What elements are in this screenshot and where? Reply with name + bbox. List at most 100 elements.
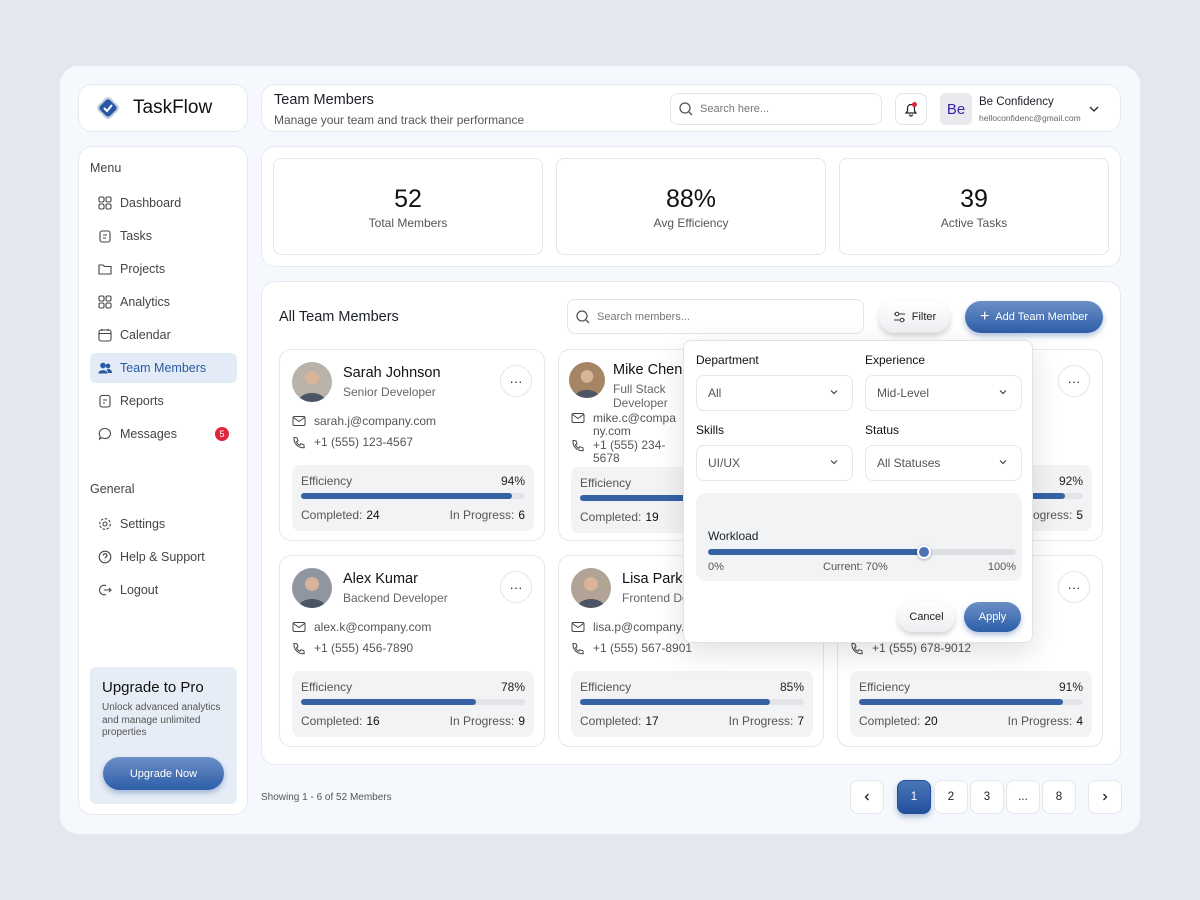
efficiency-fill bbox=[301, 699, 476, 705]
page-button-3[interactable]: 3 bbox=[970, 780, 1004, 814]
avatar bbox=[571, 568, 611, 608]
global-search-input[interactable]: Search here... bbox=[670, 93, 882, 125]
next-page-button[interactable] bbox=[1088, 780, 1122, 814]
skills-select[interactable]: UI/UX bbox=[696, 445, 853, 481]
mail-icon bbox=[292, 622, 306, 632]
in-progress-value: 5 bbox=[1076, 508, 1083, 522]
user-name: Be Confidency bbox=[979, 96, 1054, 108]
stat-value: 88% bbox=[665, 185, 717, 213]
in-progress-stat: In Progress: 4 bbox=[1008, 714, 1083, 728]
chevron-down-icon[interactable] bbox=[1088, 104, 1100, 114]
completed-value: 24 bbox=[366, 508, 380, 522]
search-icon bbox=[576, 309, 590, 323]
skills-value: UI/UX bbox=[708, 456, 741, 470]
member-search-input[interactable]: Search members... bbox=[567, 299, 864, 334]
sidebar-item-calendar[interactable]: Calendar bbox=[90, 320, 237, 350]
sidebar-item-analytics[interactable]: Analytics bbox=[90, 287, 237, 317]
sidebar-item-messages[interactable]: Messages 5 bbox=[90, 419, 237, 449]
completed-stat: Completed: 16 bbox=[301, 714, 380, 728]
stat-label: Avg Efficiency bbox=[653, 216, 729, 230]
users-icon bbox=[98, 362, 112, 374]
chat-icon bbox=[98, 427, 111, 441]
sidebar-item-settings[interactable]: Settings bbox=[90, 509, 237, 539]
phone-text: +1 (555) 567-8901 bbox=[593, 641, 693, 655]
workload-current: Current: 70% bbox=[823, 561, 888, 573]
workload-fill bbox=[708, 549, 924, 555]
workload-slider-thumb[interactable] bbox=[916, 545, 931, 559]
prev-page-button[interactable] bbox=[850, 780, 884, 814]
user-avatar[interactable]: Be bbox=[940, 93, 972, 125]
department-select[interactable]: All bbox=[696, 375, 853, 411]
more-options-button[interactable]: ··· bbox=[1058, 571, 1090, 603]
chevron-left-icon bbox=[864, 793, 869, 801]
page-button-2[interactable]: 2 bbox=[934, 780, 968, 814]
member-name: Sarah Johnson bbox=[343, 365, 441, 381]
member-card: Alex Kumar Backend Developer ··· alex.k@… bbox=[279, 555, 545, 747]
add-label: Add Team Member bbox=[995, 311, 1089, 323]
phone-text: +1 (555) 678-9012 bbox=[872, 641, 972, 655]
sidebar-item-label: Help & Support bbox=[120, 550, 205, 564]
experience-select[interactable]: Mid-Level bbox=[865, 375, 1022, 411]
efficiency-bar bbox=[301, 699, 525, 705]
sidebar-item-tasks[interactable]: Tasks bbox=[90, 221, 237, 251]
completed-value: 19 bbox=[645, 510, 659, 524]
member-name: Alex Kumar bbox=[343, 571, 418, 587]
menu-label: Menu bbox=[90, 161, 122, 175]
experience-value: Mid-Level bbox=[877, 386, 930, 400]
grid-icon bbox=[98, 196, 112, 210]
efficiency-label: Efficiency bbox=[580, 680, 632, 694]
workload-label: Workload bbox=[708, 529, 759, 543]
efficiency-value: 85% bbox=[779, 680, 804, 694]
sidebar-item-team-members[interactable]: Team Members bbox=[90, 353, 237, 383]
stat-value: 52 bbox=[394, 185, 422, 213]
efficiency-label: Efficiency bbox=[301, 474, 353, 488]
more-options-button[interactable]: ··· bbox=[500, 365, 532, 397]
sidebar-item-label: Team Members bbox=[120, 361, 207, 375]
calendar-icon bbox=[98, 329, 112, 342]
page-button-8[interactable]: 8 bbox=[1042, 780, 1076, 814]
chevron-down-icon bbox=[830, 460, 838, 465]
in-progress-stat: In Progress: 9 bbox=[450, 714, 525, 728]
member-phone: +1 (555) 123-4567 bbox=[292, 435, 413, 449]
avatar bbox=[569, 362, 605, 398]
filter-button[interactable]: Filter bbox=[879, 301, 950, 333]
general-label: General bbox=[90, 482, 135, 496]
completed-value: 17 bbox=[645, 714, 659, 728]
efficiency-fill bbox=[580, 495, 778, 501]
notifications-button[interactable] bbox=[895, 93, 927, 125]
experience-label: Experience bbox=[865, 353, 926, 367]
logo[interactable]: TaskFlow bbox=[78, 84, 248, 132]
member-name: Lisa Park bbox=[622, 571, 683, 587]
in-progress-label: In Progress: bbox=[1007, 714, 1073, 728]
cancel-button[interactable]: Cancel bbox=[898, 602, 955, 632]
completed-label: Completed: bbox=[580, 714, 642, 728]
in-progress-value: 9 bbox=[518, 714, 525, 728]
sidebar-item-label: Analytics bbox=[120, 295, 171, 309]
member-phone: +1 (555) 567-8901 bbox=[571, 641, 692, 655]
status-select[interactable]: All Statuses bbox=[865, 445, 1022, 481]
sliders-icon bbox=[893, 311, 905, 323]
sidebar-item-help-support[interactable]: Help & Support bbox=[90, 542, 237, 572]
stat-active-tasks: 39 Active Tasks bbox=[839, 158, 1109, 255]
sidebar-item-projects[interactable]: Projects bbox=[90, 254, 237, 284]
sidebar-item-logout[interactable]: Logout bbox=[90, 575, 237, 605]
more-options-button[interactable]: ··· bbox=[500, 571, 532, 603]
efficiency-value: 94% bbox=[500, 474, 525, 488]
efficiency-panel: Efficiency 91% Completed: 20 In Progress:… bbox=[850, 671, 1092, 737]
sidebar-item-reports[interactable]: Reports bbox=[90, 386, 237, 416]
add-team-member-button[interactable]: + Add Team Member bbox=[965, 301, 1103, 333]
sidebar-item-label: Settings bbox=[120, 517, 166, 531]
department-value: All bbox=[708, 386, 722, 400]
email-text: lisa.p@company.com bbox=[593, 620, 707, 634]
more-options-button[interactable]: ··· bbox=[1058, 365, 1090, 397]
page-subtitle: Manage your team and track their perform… bbox=[274, 113, 525, 127]
sidebar-item-dashboard[interactable]: Dashboard bbox=[90, 188, 237, 218]
efficiency-panel: Efficiency 78% Completed: 16 In Progress:… bbox=[292, 671, 534, 737]
upgrade-now-button[interactable]: Upgrade Now bbox=[103, 757, 224, 790]
apply-button[interactable]: Apply bbox=[964, 602, 1021, 632]
efficiency-panel: Efficiency 94% Completed: 24 In Progress:… bbox=[292, 465, 534, 531]
page-button-1[interactable]: 1 bbox=[897, 780, 931, 814]
workload-slider[interactable] bbox=[708, 545, 1016, 559]
search-placeholder: Search here... bbox=[700, 103, 770, 115]
search-placeholder: Search members... bbox=[597, 310, 690, 323]
